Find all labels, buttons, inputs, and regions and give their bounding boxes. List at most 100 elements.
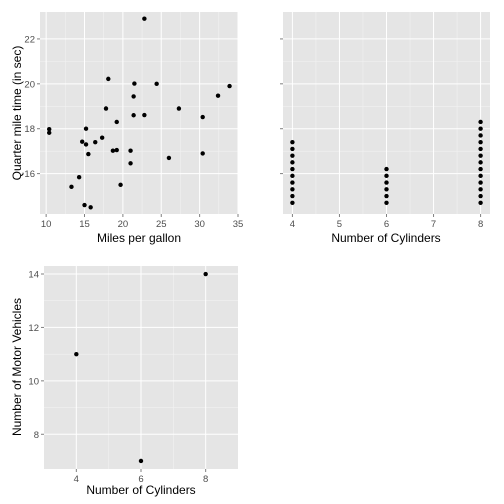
data-point [200,151,205,156]
data-point [478,146,483,152]
data-point [142,112,147,118]
data-point [176,106,182,111]
data-point [478,153,483,158]
x-tick-label: 10 [41,219,52,230]
data-point [99,135,105,140]
x-ticks: 10 15 20 25 30 35 [41,214,243,230]
y-ticks: 8 10 12 14 [28,270,44,441]
data-point [215,93,221,98]
data-point [227,83,232,89]
x-tick-label: 5 [337,219,342,230]
data-point [384,180,389,185]
x-ticks: 4 5 6 7 8 [290,214,483,230]
data-point [118,182,123,188]
data-point [128,161,133,166]
data-point [478,193,483,199]
chart-panel-cyl-vs-qsec: 4 5 6 7 8 Number of Cylinders [280,12,490,245]
data-point [83,126,89,131]
x-tick-label: 35 [233,219,244,230]
data-point [478,139,483,145]
data-point [110,148,116,153]
data-point [290,200,295,205]
data-point [290,160,295,165]
x-axis-title: Miles per gallon [97,231,181,245]
data-point [290,193,295,199]
y-ticks [280,38,283,175]
y-ticks: 16 18 20 22 [24,34,40,180]
data-point [114,147,119,153]
x-axis-title: Number of Cylinders [86,483,195,497]
y-axis-title: Quarter mile time (in sec) [10,46,24,181]
y-axis-title: Number of Motor Vehicles [10,298,24,436]
data-point [478,187,483,192]
x-tick-label: 15 [79,219,90,230]
data-point [138,458,144,464]
x-tick-label: 6 [384,219,389,230]
data-point [478,119,483,125]
data-point [478,133,483,138]
data-point [106,76,111,82]
y-tick-label: 20 [24,79,35,90]
data-point [131,94,136,99]
data-point [203,271,208,277]
x-tick-label: 30 [194,219,205,230]
data-point [384,173,389,179]
data-point [290,173,295,179]
data-point [166,155,172,161]
data-point [114,119,119,125]
data-point [290,146,295,152]
data-point [384,200,389,205]
data-point [86,151,91,157]
gridlines [40,12,239,214]
x-ticks: 4 6 8 [74,469,208,485]
data-point [154,81,159,87]
data-point [80,139,85,144]
gridlines [283,12,490,214]
data-point [290,139,295,145]
chart-panel-cyl-vs-count: 4 6 8 8 10 12 14 Number of Cylinders Number o… [10,266,238,497]
gridlines [44,266,238,469]
x-tick-label: 4 [290,219,295,230]
data-point [384,193,389,199]
data-point [74,351,79,357]
y-tick-label: 10 [28,376,39,387]
data-point [290,166,295,172]
data-point [384,187,389,192]
data-point [142,16,147,21]
data-point [478,173,483,179]
x-tick-label: 25 [156,219,167,230]
data-point [128,148,133,153]
data-point [478,126,483,131]
x-tick-label: 20 [118,219,129,230]
data-point [76,174,82,180]
y-tick-label: 16 [24,169,35,180]
data-point [103,106,109,111]
data-point [290,180,295,185]
data-point [131,113,136,118]
y-tick-label: 22 [24,34,35,45]
data-points [290,119,483,205]
y-tick-label: 8 [34,430,39,441]
y-tick-label: 12 [28,323,39,334]
data-point [47,126,52,132]
data-point [478,166,483,172]
x-tick-label: 4 [74,474,79,485]
data-point [478,180,483,185]
data-point [69,184,74,190]
data-points [74,271,208,464]
plot-area [40,12,238,214]
data-point [83,142,89,147]
x-tick-label: 6 [138,474,143,485]
data-point [478,200,483,205]
data-point [290,153,295,158]
data-point [478,160,483,165]
x-tick-label: 8 [478,219,483,230]
data-point [290,187,295,192]
data-point [82,202,87,208]
data-point [47,130,52,135]
data-point [88,205,93,210]
data-points [47,16,232,210]
data-point [93,139,98,145]
y-tick-label: 14 [28,270,39,281]
